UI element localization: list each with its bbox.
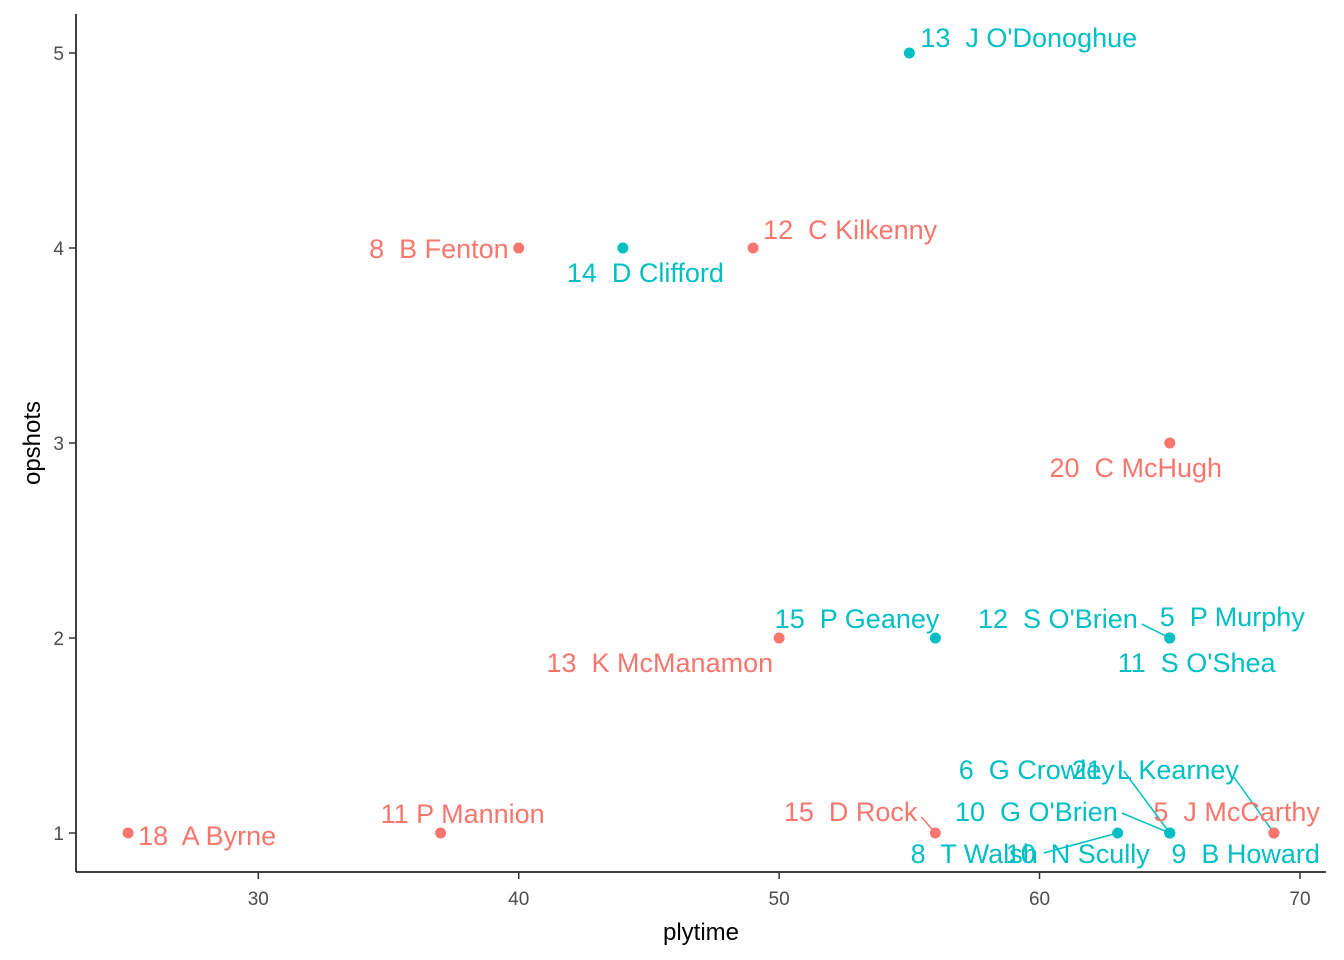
point-label: 12 S O'Brien bbox=[978, 604, 1138, 634]
point-label: 18 A Byrne bbox=[138, 821, 276, 851]
x-tick-label: 30 bbox=[248, 889, 269, 910]
x-axis-title: plytime bbox=[663, 919, 739, 946]
axes: 30 40 50 60 70 1 2 3 4 5 bbox=[53, 14, 1326, 910]
leader-line bbox=[1123, 770, 1171, 834]
data-point bbox=[747, 242, 759, 254]
point-label: 8 T Walsh bbox=[911, 839, 1038, 869]
y-ticks: 1 2 3 4 5 bbox=[53, 44, 76, 845]
data-point bbox=[1112, 827, 1124, 839]
point-label: 21 L Kearney bbox=[1072, 755, 1240, 785]
point-label: 5 J McCarthy bbox=[1153, 797, 1320, 827]
x-ticks: 30 40 50 60 70 bbox=[248, 872, 1311, 910]
data-point bbox=[903, 47, 915, 59]
y-tick-label: 5 bbox=[53, 44, 64, 65]
x-tick-label: 70 bbox=[1289, 889, 1310, 910]
data-point bbox=[122, 827, 134, 839]
point-labels: 18 A Byrne 11 P Mannion 8 B Fenton 12 C Kil… bbox=[138, 23, 1320, 869]
data-point bbox=[929, 632, 941, 644]
data-point bbox=[1164, 632, 1176, 644]
leader-line bbox=[1121, 812, 1171, 834]
y-tick-label: 2 bbox=[53, 629, 64, 650]
x-tick-label: 50 bbox=[769, 889, 790, 910]
data-point bbox=[617, 242, 629, 254]
point-label: 11 P Mannion bbox=[381, 799, 545, 829]
y-tick-label: 1 bbox=[53, 824, 64, 845]
data-point bbox=[773, 632, 785, 644]
point-label: 9 B Howard bbox=[1171, 839, 1320, 869]
x-tick-label: 40 bbox=[508, 889, 529, 910]
point-label: 13 K McManamon bbox=[547, 648, 774, 678]
point-label: 12 C Kilkenny bbox=[763, 215, 938, 245]
y-axis-title: opshots bbox=[19, 401, 46, 485]
point-label: 5 P Murphy bbox=[1160, 602, 1306, 632]
data-point bbox=[1268, 827, 1280, 839]
point-label: 10 N Scully bbox=[1006, 839, 1151, 869]
x-tick-label: 60 bbox=[1029, 889, 1050, 910]
point-label: 11 S O'Shea bbox=[1118, 648, 1277, 678]
point-label: 8 B Fenton bbox=[369, 234, 509, 264]
data-point bbox=[1164, 827, 1176, 839]
point-label: 10 G O'Brien bbox=[955, 797, 1118, 827]
leader-line bbox=[1233, 776, 1275, 834]
point-label: 14 D Clifford bbox=[567, 258, 724, 288]
data-point bbox=[929, 827, 941, 839]
point-label: 15 P Geaney bbox=[775, 604, 940, 634]
point-label: 13 J O'Donoghue bbox=[920, 23, 1137, 53]
data-point bbox=[513, 242, 525, 254]
point-label: 15 D Rock bbox=[784, 797, 918, 827]
data-point bbox=[1164, 437, 1176, 449]
data-points bbox=[122, 47, 1280, 839]
point-label: 20 C McHugh bbox=[1049, 453, 1222, 483]
data-point bbox=[435, 827, 447, 839]
point-label: 6 G Crowley bbox=[959, 755, 1116, 785]
y-tick-label: 3 bbox=[53, 434, 64, 455]
y-tick-label: 4 bbox=[53, 239, 64, 260]
leader-line bbox=[1043, 832, 1118, 854]
